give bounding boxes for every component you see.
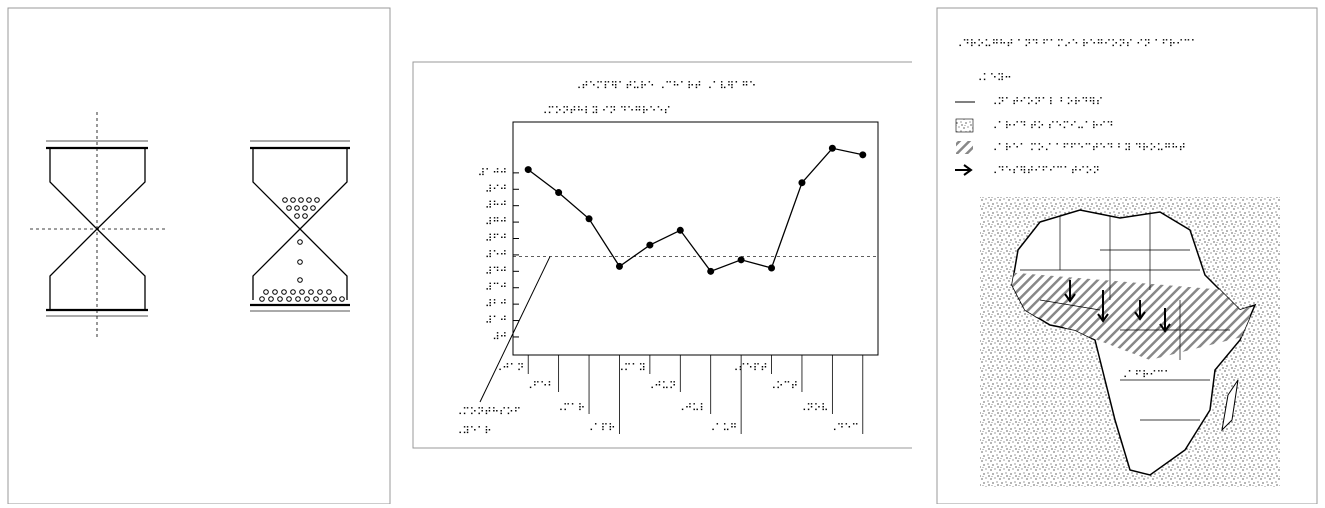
map-title: ⠠⠙⠗⠕⠥⠛⠓⠞ ⠁⠝⠙ ⠋⠁⠍⠔⠑ ⠗⠑⠛⠊⠕⠝⠎ ⠊⠝ ⠁⠋⠗⠊⠉⠁ — [955, 39, 1198, 50]
data-point — [737, 256, 745, 264]
chart-panel: ⠠⠞⠑⠍⠏⠻⠁⠞⠥⠗⠑ ⠠⠉⠓⠁⠗⠞ ⠠⠁⠧⠻⠁⠛⠑ ⠠⠍⠕⠝⠞⠓⠇⠽ ⠊⠝ ⠙… — [412, 61, 912, 449]
hourglass-sand — [250, 140, 350, 312]
y-tick-label: ⠼⠛⠚ — [485, 217, 507, 228]
data-point — [828, 144, 836, 152]
data-point — [676, 226, 684, 234]
data-point — [707, 267, 715, 275]
data-point — [768, 264, 776, 272]
data-point — [859, 151, 867, 159]
y-tick-label: ⠼⠑⠚ — [485, 250, 507, 261]
y-tick-label: ⠼⠁⠚ — [485, 316, 507, 327]
data-point — [524, 166, 532, 174]
y-tick-label: ⠼⠙⠚ — [485, 266, 507, 277]
x-axis-label: ⠠⠍⠕⠝⠞⠓⠎⠕⠋ — [455, 407, 521, 418]
y-tick-label: ⠼⠓⠚ — [485, 201, 507, 212]
map-label: ⠠⠁⠋⠗⠊⠉⠁ — [1120, 370, 1171, 381]
x-tick-label: ⠠⠕⠉⠞ — [769, 381, 798, 392]
legend-item: ⠠⠙⠑⠎⠻⠞⠊⠋⠊⠉⠁⠞⠊⠕⠝ — [990, 166, 1100, 177]
x-tick-label: ⠠⠝⠕⠧ — [799, 403, 828, 414]
data-point — [555, 189, 563, 197]
legend-item: ⠠⠝⠁⠞⠊⠕⠝⠁⠇ ⠃⠕⠗⠙⠻⠎ — [990, 97, 1103, 108]
x-tick-label: ⠠⠙⠑⠉ — [829, 423, 858, 434]
x-tick-label: ⠠⠋⠑⠃ — [525, 381, 554, 392]
africa-map: ⠠⠁⠋⠗⠊⠉⠁ — [980, 197, 1280, 487]
y-tick-label: ⠼⠃⠚ — [485, 299, 507, 310]
legend-item: ⠠⠁⠗⠑⠁ ⠍⠕⠌ ⠁⠋⠋⠑⠉⠞⠑⠙ ⠃⠽ ⠙⠗⠕⠥⠛⠓⠞ — [990, 143, 1186, 154]
legend-item: ⠠⠁⠗⠊⠙ ⠞⠕ ⠎⠑⠍⠊⠤⠁⠗⠊⠙ — [990, 121, 1114, 132]
y-tick-label: ⠼⠁⠚⠚ — [478, 168, 507, 179]
y-tick-label: ⠼⠊⠚ — [485, 184, 507, 195]
pointer-line — [479, 256, 551, 403]
hourglass-panel — [7, 7, 391, 505]
panel-border — [7, 7, 391, 505]
y-tick-label: ⠼⠋⠚ — [485, 234, 507, 245]
chart-subtitle: ⠠⠍⠕⠝⠞⠓⠇⠽ ⠊⠝ ⠙⠑⠛⠗⠑⠑⠎ — [540, 106, 671, 117]
legend-symbol — [955, 164, 973, 176]
chart-title: ⠠⠞⠑⠍⠏⠻⠁⠞⠥⠗⠑ ⠠⠉⠓⠁⠗⠞ ⠠⠁⠧⠻⠁⠛⠑ — [574, 81, 756, 92]
data-point — [646, 241, 654, 249]
legend-symbol — [956, 141, 973, 154]
legend-symbol — [955, 118, 974, 133]
map-panel: ⠠⠙⠗⠕⠥⠛⠓⠞ ⠁⠝⠙ ⠋⠁⠍⠔⠑ ⠗⠑⠛⠊⠕⠝⠎ ⠊⠝ ⠁⠋⠗⠊⠉⠁ ⠠⠅⠑… — [936, 7, 1318, 505]
hourglass-empty — [30, 112, 165, 340]
x-tick-label: ⠠⠍⠁⠽ — [617, 363, 646, 374]
x-axis-label: ⠠⠽⠑⠁⠗ — [455, 426, 492, 437]
x-tick-label: ⠠⠍⠁⠗ — [556, 403, 585, 414]
x-tick-label: ⠠⠚⠥⠝ — [647, 381, 676, 392]
data-point — [585, 215, 593, 223]
data-point — [798, 179, 806, 187]
x-tick-label: ⠠⠁⠥⠛ — [708, 423, 737, 434]
y-tick-label: ⠼⠚ — [492, 332, 507, 343]
data-point — [615, 262, 623, 270]
x-tick-label: ⠠⠎⠑⠏⠞ — [731, 363, 768, 374]
plot-frame — [512, 121, 879, 356]
panel-border — [412, 61, 912, 449]
x-tick-label: ⠠⠚⠁⠝ — [495, 363, 524, 374]
x-tick-label: ⠠⠁⠏⠗ — [586, 423, 615, 434]
x-tick-label: ⠠⠚⠥⠇ — [677, 403, 706, 414]
data-line — [527, 147, 863, 273]
y-tick-label: ⠼⠉⠚ — [485, 283, 507, 294]
legend-heading: ⠠⠅⠑⠽⠒ — [975, 73, 1012, 84]
